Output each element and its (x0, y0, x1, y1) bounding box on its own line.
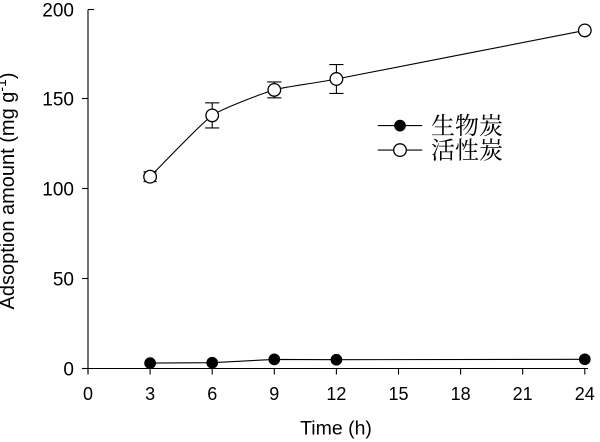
svg-text:21: 21 (513, 384, 533, 404)
svg-text:Adsoption amount (mg g-1): Adsoption amount (mg g-1) (0, 72, 19, 309)
svg-text:50: 50 (53, 270, 74, 291)
svg-text:Time (h): Time (h) (300, 418, 372, 440)
svg-text:15: 15 (388, 384, 408, 404)
svg-text:200: 200 (42, 1, 74, 22)
svg-text:6: 6 (207, 384, 217, 404)
svg-text:0: 0 (63, 360, 74, 381)
svg-text:150: 150 (42, 90, 74, 111)
svg-text:18: 18 (451, 384, 471, 404)
svg-text:活性炭: 活性炭 (431, 131, 503, 166)
svg-text:12: 12 (326, 384, 346, 404)
svg-text:3: 3 (145, 384, 155, 404)
svg-text:9: 9 (269, 384, 279, 404)
svg-text:24: 24 (575, 384, 595, 404)
svg-text:100: 100 (42, 180, 74, 201)
svg-text:0: 0 (83, 384, 93, 404)
